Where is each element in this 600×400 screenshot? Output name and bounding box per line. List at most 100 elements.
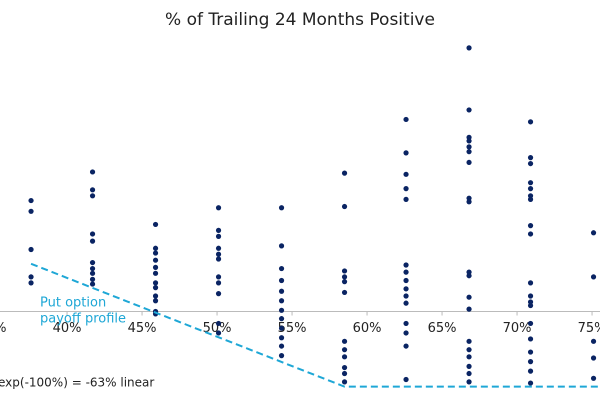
dot — [527, 193, 534, 199]
x-tick-label: 45% — [128, 321, 157, 336]
x-tick-label: 50% — [203, 321, 232, 336]
dot — [403, 293, 409, 299]
dot — [527, 280, 534, 286]
dot — [527, 349, 534, 355]
dot — [341, 347, 348, 353]
dot — [278, 243, 285, 249]
dot — [403, 286, 409, 292]
dot — [466, 159, 472, 166]
dot — [89, 231, 96, 237]
dot — [403, 343, 409, 349]
dot — [152, 264, 159, 270]
dot — [527, 299, 534, 305]
dot — [527, 180, 534, 186]
dot — [527, 196, 534, 202]
dot — [89, 259, 96, 266]
dot — [403, 196, 409, 202]
dot — [278, 277, 285, 284]
dot — [466, 354, 472, 360]
dot — [466, 199, 472, 205]
dot — [152, 257, 159, 263]
dot — [403, 171, 409, 177]
dot — [341, 289, 348, 296]
dot — [466, 144, 472, 150]
dot — [466, 138, 472, 144]
dot — [28, 208, 34, 214]
dot — [215, 274, 222, 280]
x-tick-label: 60% — [353, 321, 382, 336]
put-label: payoff profile — [40, 312, 126, 327]
dot — [527, 293, 534, 299]
dot — [215, 245, 222, 251]
x-tick-label: 75% — [578, 321, 600, 336]
dot — [466, 45, 472, 51]
dot — [215, 280, 222, 286]
put-label: Put option — [40, 296, 106, 311]
x-tick-label: 65% — [428, 321, 457, 336]
dot — [466, 370, 472, 377]
dot — [278, 343, 285, 349]
dot — [403, 116, 409, 123]
dot — [466, 134, 472, 140]
dot — [278, 335, 285, 341]
dot — [89, 276, 96, 282]
dot — [403, 186, 409, 192]
dot — [590, 355, 597, 361]
dot — [278, 325, 285, 331]
dot — [215, 251, 222, 257]
dot — [341, 354, 348, 360]
dot — [403, 269, 409, 275]
dot — [527, 380, 534, 386]
dot — [215, 291, 222, 297]
dot — [466, 195, 472, 201]
dot — [278, 353, 285, 359]
x-tick-label: 70% — [503, 321, 532, 336]
dot — [341, 370, 348, 377]
dot — [152, 293, 159, 299]
dot — [152, 298, 159, 304]
dot — [403, 376, 409, 383]
dot — [215, 233, 222, 239]
dot — [527, 336, 534, 342]
dot — [466, 149, 472, 155]
dot — [590, 274, 597, 280]
dot — [152, 245, 159, 251]
dot — [466, 107, 472, 113]
dot — [527, 368, 534, 374]
dot — [466, 294, 472, 300]
dot — [89, 238, 96, 244]
dot — [403, 277, 409, 284]
dot — [403, 262, 409, 268]
dot — [278, 298, 285, 304]
dot — [28, 197, 34, 204]
dot — [341, 203, 348, 210]
dot — [341, 364, 348, 371]
dot — [341, 379, 348, 385]
dot — [28, 246, 34, 253]
dot — [89, 265, 96, 272]
dot — [278, 288, 285, 294]
dot — [89, 169, 96, 175]
dot — [278, 316, 285, 322]
dot — [215, 330, 222, 336]
note: exp(-100%) = -63% linear — [0, 376, 154, 390]
dot — [341, 170, 348, 176]
dot — [215, 205, 222, 211]
dot — [341, 274, 348, 280]
dot — [590, 375, 597, 381]
dot — [403, 300, 409, 306]
dot — [590, 230, 597, 236]
dot — [527, 231, 534, 237]
dot — [341, 338, 348, 344]
x-tick-label: 40% — [53, 321, 82, 336]
dot — [466, 273, 472, 279]
dot — [152, 221, 159, 228]
dot — [28, 274, 34, 280]
dot — [466, 363, 472, 369]
dot — [152, 250, 159, 256]
dot — [341, 268, 348, 274]
dot — [527, 119, 534, 125]
dot — [215, 320, 222, 327]
x-tick-label: 35% — [0, 321, 7, 336]
